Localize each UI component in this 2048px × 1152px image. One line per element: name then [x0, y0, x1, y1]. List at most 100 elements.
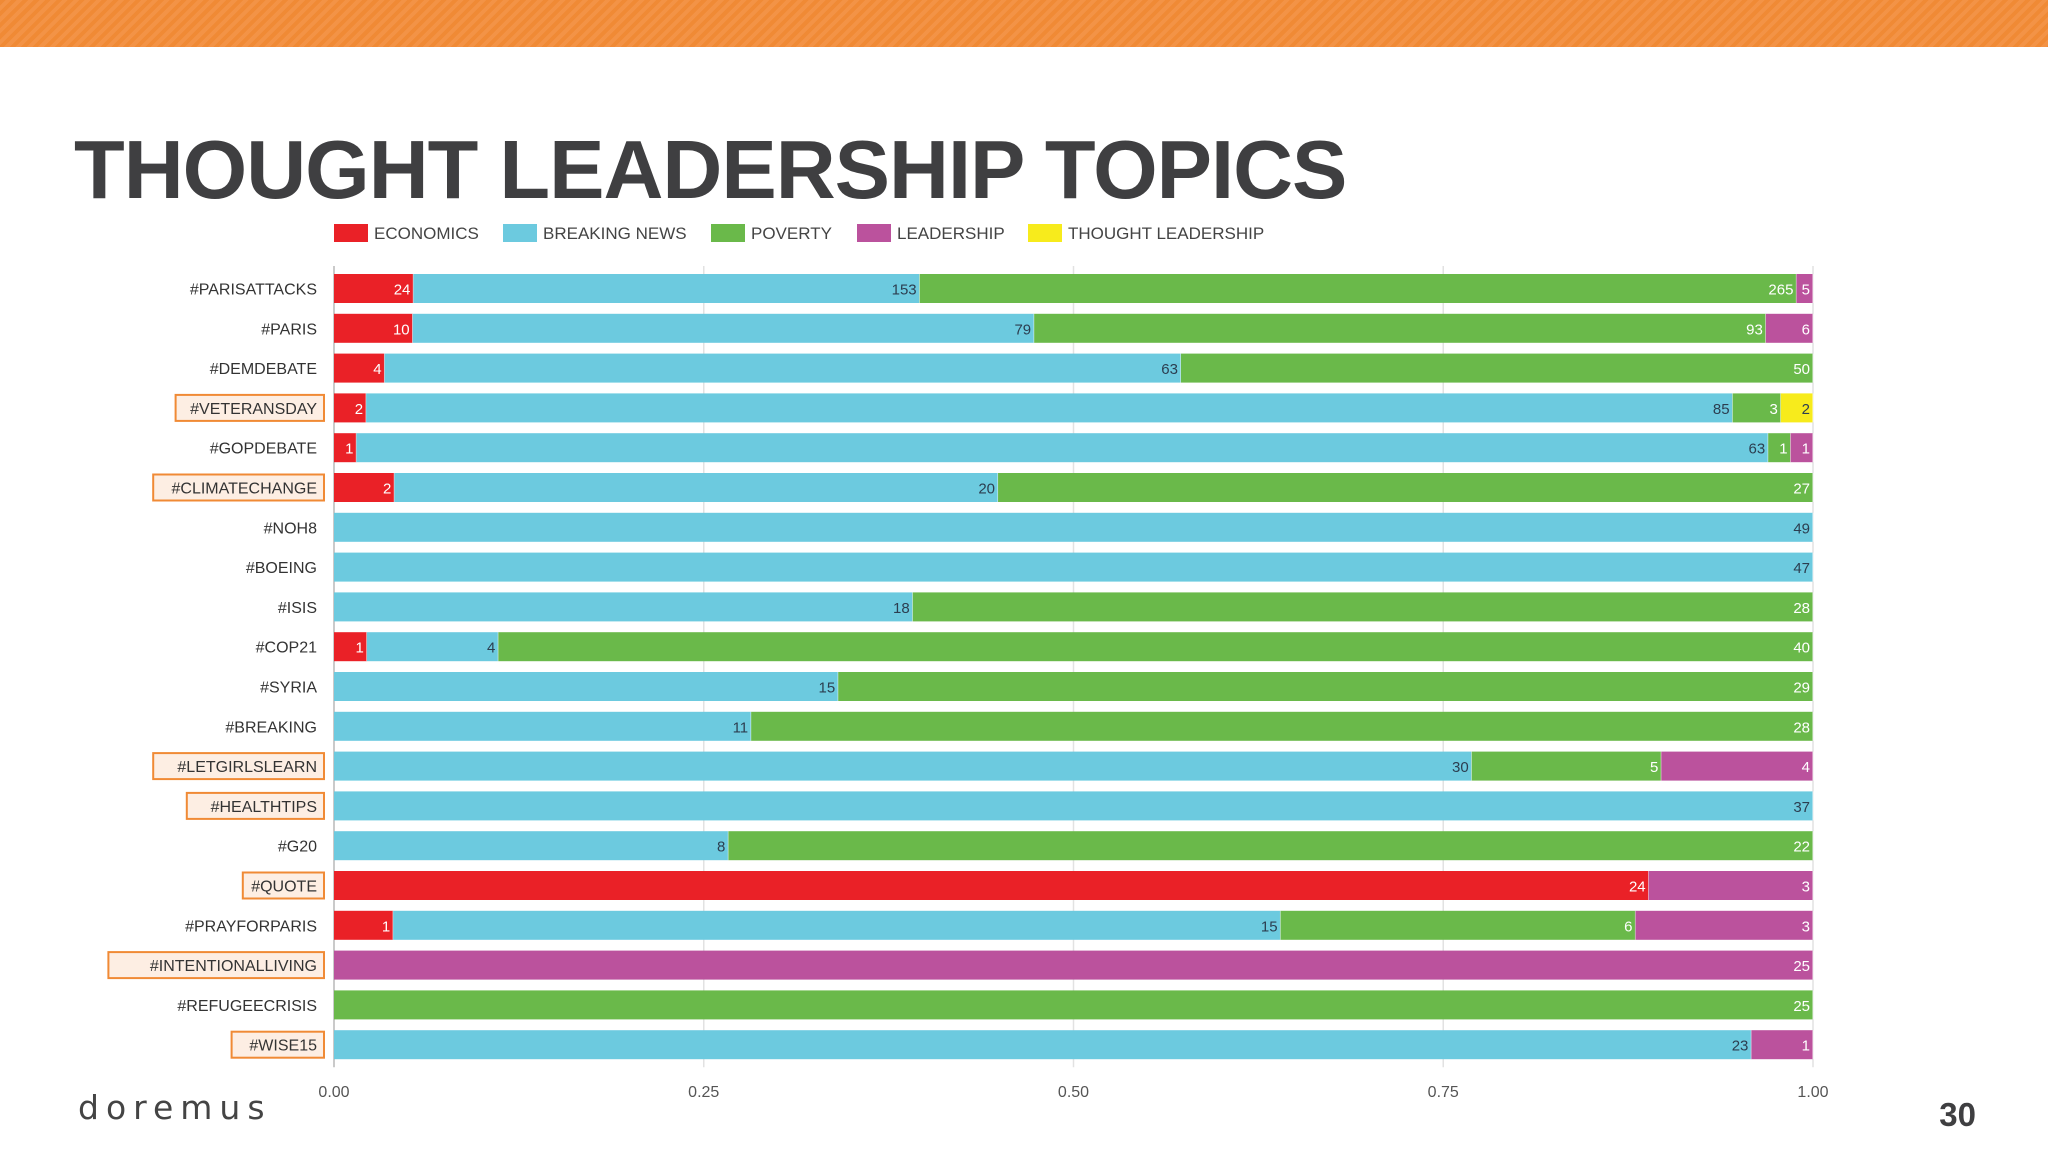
- data-label: 3: [1802, 918, 1810, 935]
- bar-segment-breaking-news: [334, 592, 913, 622]
- data-label: 2: [383, 481, 391, 498]
- data-label: 3: [1802, 879, 1810, 896]
- bar-segment-breaking-news: [366, 393, 1733, 423]
- bar-segment-economics: [334, 393, 367, 423]
- data-label: 1: [382, 918, 390, 935]
- bar-segment-breaking-news: [393, 910, 1281, 940]
- category-label: #LETGIRLSLEARN: [177, 759, 317, 776]
- data-label: 22: [1793, 839, 1810, 856]
- data-label: 4: [487, 640, 495, 657]
- bar-segment-breaking-news: [334, 751, 1472, 781]
- data-label: 4: [373, 361, 381, 378]
- category-label: #CLIMATECHANGE: [171, 481, 317, 498]
- data-label: 85: [1713, 401, 1730, 418]
- data-label: 27: [1793, 481, 1810, 498]
- bar-segment-poverty: [1471, 751, 1662, 781]
- bar-segment-leadership: [1790, 433, 1813, 463]
- bar-segment-poverty: [751, 711, 1814, 741]
- bar-segment-poverty: [838, 672, 1813, 701]
- bar-segment-breaking-news: [334, 831, 729, 861]
- legend-swatch-thought-leadership: [1028, 224, 1062, 242]
- category-highlight-box: [185, 791, 325, 820]
- data-label: 40: [1793, 640, 1810, 657]
- category-label: #PARISATTACKS: [190, 282, 317, 299]
- bar-segment-leadership: [1751, 1030, 1813, 1060]
- data-label: 11: [733, 719, 749, 736]
- bar-segment-economics: [334, 910, 394, 940]
- data-label: 50: [1793, 361, 1810, 378]
- legend-label-thought-leadership: THOUGHT LEADERSHIP: [1068, 224, 1264, 243]
- data-label: 28: [1793, 719, 1810, 736]
- category-labels: #PARISATTACKS #PARIS #DEMDEBATE #VETERANSDA…: [107, 282, 326, 1059]
- legend-label-economics: ECONOMICS: [374, 224, 479, 243]
- x-tick-label: 1.00: [1797, 1084, 1828, 1101]
- data-label: 37: [1793, 799, 1810, 816]
- bar-segment-breaking-news: [394, 473, 999, 502]
- bar-segment-breaking-news: [356, 433, 1769, 463]
- x-axis: 0.00 0.25 0.50 0.75 1.00: [318, 1084, 1828, 1101]
- legend-swatch-poverty: [711, 224, 745, 242]
- data-label: 5: [1802, 282, 1810, 299]
- legend-swatch-breaking-news: [503, 224, 537, 242]
- category-highlight-box: [230, 1030, 326, 1059]
- data-label: 23: [1732, 1038, 1749, 1055]
- bar-segment-breaking-news: [384, 353, 1181, 383]
- data-label: 24: [1629, 879, 1646, 896]
- bar-segment-poverty: [1768, 433, 1791, 463]
- legend-swatch-economics: [334, 224, 368, 242]
- category-highlight-box: [241, 871, 325, 900]
- bar-segment-breaking-news: [334, 791, 1813, 821]
- category-label: #G20: [278, 839, 317, 856]
- data-label: 20: [978, 481, 995, 498]
- bar-segment-leadership: [1765, 313, 1813, 343]
- data-label: 265: [1768, 282, 1793, 299]
- slide-title: THOUGHT LEADERSHIP TOPICS: [74, 123, 1347, 216]
- category-label: #VETERANSDAY: [190, 401, 317, 418]
- bar-segment-leadership: [1661, 751, 1813, 781]
- data-label: 2: [1802, 401, 1810, 418]
- data-label: 30: [1452, 759, 1469, 776]
- bar-segment-poverty: [334, 990, 1813, 1020]
- data-label: 63: [1161, 361, 1178, 378]
- category-label: #QUOTE: [251, 879, 317, 896]
- bar-segment-poverty: [998, 473, 1813, 502]
- bar-segment-poverty: [912, 592, 1813, 622]
- grid-lines: [333, 266, 1814, 1068]
- category-label: #NOH8: [264, 520, 317, 537]
- data-label: 153: [892, 282, 917, 299]
- data-label: 47: [1793, 560, 1810, 577]
- bar-segment-economics: [334, 871, 1649, 900]
- bar-segment-breaking-news: [334, 512, 1813, 542]
- bar-segment-economics: [334, 433, 357, 463]
- category-highlight-box: [174, 393, 325, 422]
- bar-segment-breaking-news: [334, 1030, 1752, 1060]
- legend-label-poverty: POVERTY: [751, 224, 832, 243]
- category-highlight-box: [107, 951, 326, 980]
- category-label: #PARIS: [261, 321, 317, 338]
- bar-segment-economics: [334, 353, 385, 383]
- category-label: #SYRIA: [260, 680, 317, 697]
- category-label: #REFUGEECRISIS: [177, 998, 317, 1015]
- category-label: #BREAKING: [225, 719, 317, 736]
- data-label: 10: [393, 321, 410, 338]
- category-highlight-box: [152, 752, 325, 781]
- data-label: 1: [1802, 441, 1810, 458]
- bar-segment-leadership: [334, 950, 1813, 980]
- bar-segment-economics: [334, 473, 395, 502]
- bar-segment-economics: [334, 313, 413, 343]
- category-label: #HEALTHTIPS: [211, 799, 317, 816]
- bar-segment-economics: [334, 274, 414, 303]
- data-label: 93: [1746, 321, 1763, 338]
- data-label: 3: [1770, 401, 1778, 418]
- data-label: 18: [893, 600, 910, 617]
- data-label: 15: [819, 680, 836, 697]
- bar-segment-breaking-news: [413, 274, 920, 303]
- category-label: #PRAYFORPARIS: [185, 918, 317, 935]
- category-label: #ISIS: [278, 600, 317, 617]
- x-tick-label: 0.75: [1428, 1084, 1459, 1101]
- data-label: 1: [356, 640, 364, 657]
- bar-segment-poverty: [498, 632, 1813, 662]
- bar-segment-poverty: [1280, 910, 1636, 940]
- bar-segment-thought-leadership: [1780, 393, 1813, 423]
